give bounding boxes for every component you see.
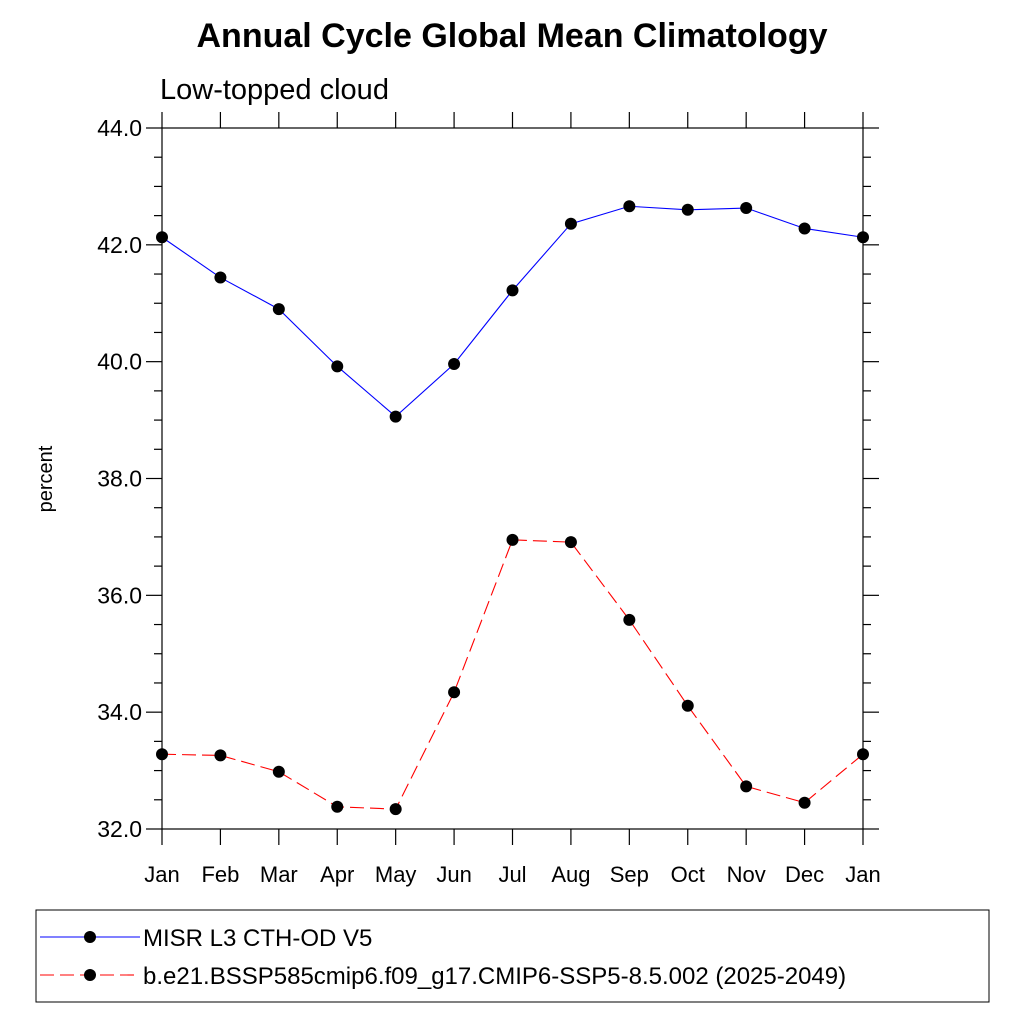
x-tick-label: Jan	[845, 862, 880, 887]
y-tick-label: 40.0	[97, 349, 142, 375]
series-2-point	[857, 748, 869, 761]
series-2-point	[214, 749, 227, 762]
x-tick-label: Mar	[260, 862, 298, 887]
y-axis-label: percent	[35, 445, 57, 512]
legend-marker-1	[84, 931, 96, 943]
series-2-point	[272, 765, 285, 778]
series-1-point	[681, 203, 694, 216]
series-1-point	[156, 231, 168, 244]
plot-series	[156, 200, 869, 816]
series-2-point	[564, 536, 577, 549]
series-2-point	[623, 613, 636, 626]
x-tick-label: Jun	[436, 862, 471, 887]
series-2-point	[740, 780, 753, 793]
series-1-point	[331, 360, 344, 373]
series-1-point	[214, 271, 227, 284]
series-2-point	[389, 803, 402, 816]
series-1-point	[389, 410, 402, 423]
legend: MISR L3 CTH-OD V5 b.e21.BSSP585cmip6.f09_…	[35, 909, 990, 1003]
plot-frame	[161, 127, 864, 830]
series-1-point	[272, 303, 285, 316]
y-tick-label: 44.0	[97, 115, 142, 141]
series-2-point	[506, 533, 519, 546]
legend-box	[35, 909, 990, 1003]
series-1-point	[564, 217, 577, 230]
series-line-1	[161, 205, 864, 418]
x-tick-label: Feb	[201, 862, 239, 887]
x-tick-label: Dec	[785, 862, 824, 887]
legend-label-2: b.e21.BSSP585cmip6.f09_g17.CMIP6-SSP5-8.…	[143, 963, 846, 990]
series-1-point	[506, 284, 519, 297]
series-1-point	[448, 358, 461, 371]
x-tick-label: Apr	[320, 862, 354, 887]
x-tick-label: Jul	[498, 862, 526, 887]
chart-title: Annual Cycle Global Mean Climatology	[197, 17, 828, 55]
x-tick-label: Oct	[671, 862, 705, 887]
series-1-point	[798, 222, 811, 235]
series-2-point	[331, 800, 344, 813]
legend-label-1: MISR L3 CTH-OD V5	[143, 925, 372, 952]
y-tick-label: 42.0	[97, 232, 142, 258]
series-1-point	[623, 200, 636, 213]
x-tick-label: Aug	[551, 862, 590, 887]
series-2-point	[681, 699, 694, 712]
y-tick-label: 34.0	[97, 699, 142, 725]
legend-marker-2	[84, 969, 96, 981]
series-1-point	[857, 231, 869, 244]
series-1-point	[740, 202, 753, 215]
series-2-point	[156, 748, 168, 761]
x-tick-label: Jan	[144, 862, 179, 887]
x-tick-label: Nov	[727, 862, 766, 887]
series-line-2	[161, 539, 864, 810]
x-tick-label: May	[375, 862, 417, 887]
chart-subtitle: Low-topped cloud	[160, 74, 389, 106]
y-tick-label: 36.0	[97, 582, 142, 608]
series-2-point	[448, 686, 461, 699]
x-tick-label: Sep	[610, 862, 649, 887]
axes: 32.0 34.0 36.0 38.0 40.0 42.0 44.0 Jan Feb Mar Apr…	[97, 112, 881, 887]
y-tick-label: 32.0	[97, 816, 142, 842]
series-2-point	[798, 796, 811, 809]
y-tick-label: 38.0	[97, 466, 142, 492]
